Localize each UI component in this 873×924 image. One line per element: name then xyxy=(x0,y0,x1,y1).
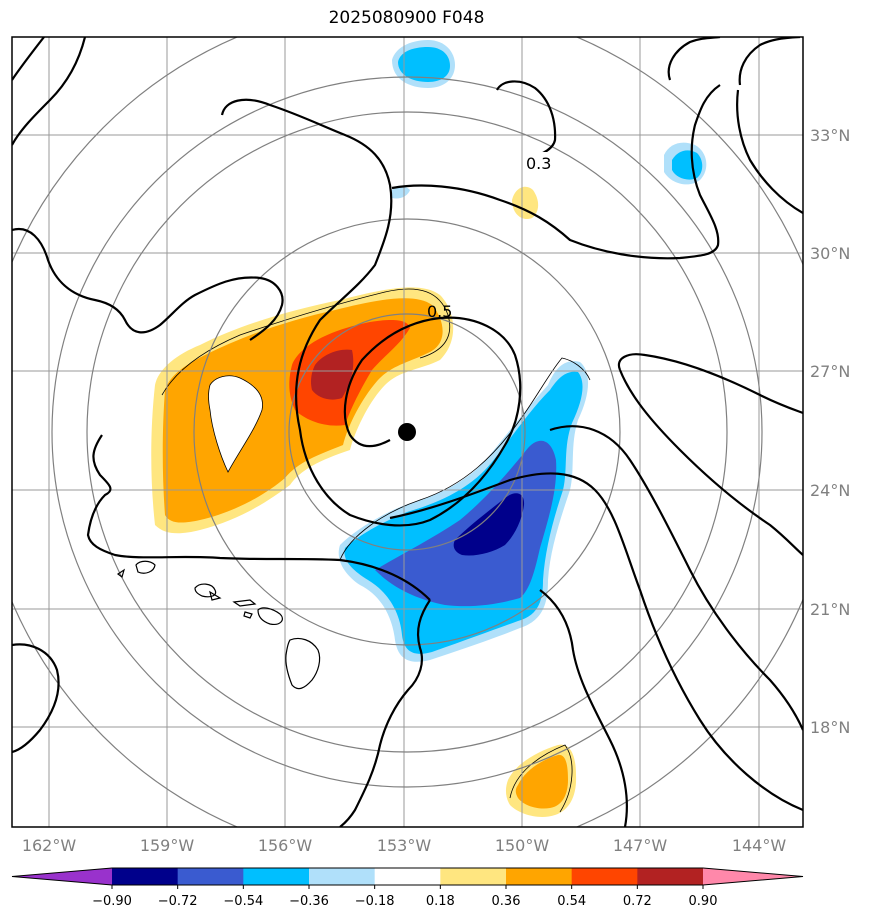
contour-lines xyxy=(12,37,803,827)
lat-tick-27n: 27°N xyxy=(810,362,850,381)
colorbar-tick-label: 0.72 xyxy=(623,894,652,909)
small-anomaly-patches xyxy=(390,40,707,817)
lat-tick-21n: 21°N xyxy=(810,600,850,619)
lon-tick-144w: 144°W xyxy=(732,836,787,855)
colorbar-extend-low xyxy=(12,868,112,885)
lon-tick-150w: 150°W xyxy=(495,836,550,855)
lat-tick-30n: 30°N xyxy=(810,244,850,263)
contour-label-0.5: 0.5 xyxy=(427,302,452,321)
colorbar-tick-label: 0.36 xyxy=(492,894,521,909)
colorbar-tick-label: −0.36 xyxy=(289,894,329,909)
map-plot-area: 0.3 0.5 xyxy=(12,37,803,827)
colorbar-segment xyxy=(571,868,638,885)
colorbar-extend-high xyxy=(703,868,803,885)
longitude-tick-labels: 162°W 159°W 156°W 153°W 150°W 147°W 144°… xyxy=(22,836,787,855)
colorbar-segment xyxy=(440,868,507,885)
colorbar-segment xyxy=(309,868,376,885)
colorbar-segment xyxy=(637,868,704,885)
positive-anomaly-west xyxy=(151,287,454,534)
colorbar-tick-label: 0.90 xyxy=(689,894,718,909)
colorbar-segment xyxy=(374,868,441,885)
colorbar-segment xyxy=(177,868,244,885)
map-title: 2025080900 F048 xyxy=(328,8,485,28)
lat-tick-33n: 33°N xyxy=(810,126,850,145)
graticule xyxy=(12,37,803,827)
lat-tick-18n: 18°N xyxy=(810,718,850,737)
lat-tick-24n: 24°N xyxy=(810,481,850,500)
lon-tick-147w: 147°W xyxy=(613,836,668,855)
map-frame xyxy=(11,36,804,828)
colorbar-segment xyxy=(243,868,310,885)
colorbar-tick-label: 0.18 xyxy=(426,894,455,909)
colorbar-segment xyxy=(112,868,179,885)
colorbar-tick-label: −0.90 xyxy=(92,894,132,909)
colorbar-tick-label: −0.72 xyxy=(158,894,198,909)
colorbar-tick-label: −0.18 xyxy=(355,894,395,909)
lon-tick-159w: 159°W xyxy=(140,836,195,855)
contour-label-0.3: 0.3 xyxy=(526,154,551,173)
storm-center-dot xyxy=(398,423,416,441)
latitude-tick-labels: 33°N 30°N 27°N 24°N 21°N 18°N xyxy=(810,126,850,737)
lon-tick-153w: 153°W xyxy=(377,836,432,855)
coastlines xyxy=(116,560,321,690)
lon-tick-162w: 162°W xyxy=(22,836,77,855)
lon-tick-156w: 156°W xyxy=(258,836,313,855)
colorbar-segment xyxy=(506,868,573,885)
colorbar: −0.90 −0.72 −0.54 −0.36 −0.18 0.18 0.36 0.54 0.7… xyxy=(11,867,804,909)
colorbar-tick-label: −0.54 xyxy=(223,894,263,909)
range-rings xyxy=(12,37,803,827)
colorbar-tick-label: 0.54 xyxy=(557,894,586,909)
